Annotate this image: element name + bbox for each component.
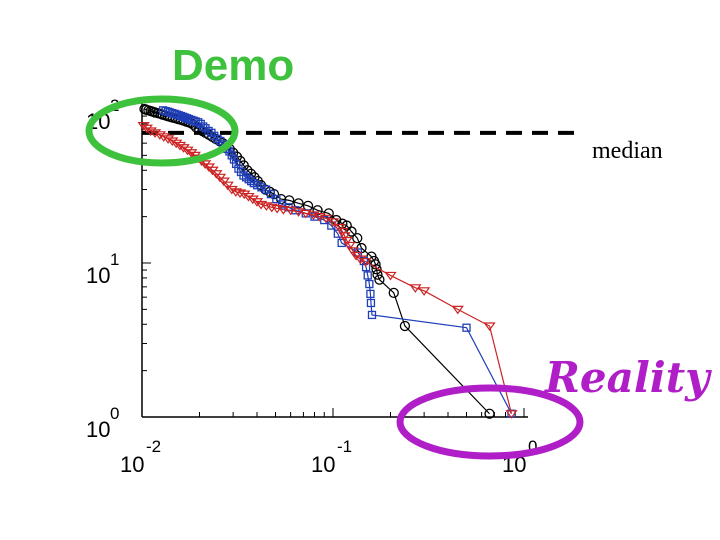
- data-point: [346, 226, 357, 237]
- data-point: [299, 209, 312, 219]
- data-point: [272, 194, 281, 204]
- median-label: median: [592, 138, 663, 164]
- reality-annotation: Reality: [544, 353, 712, 402]
- data-point: [266, 189, 276, 199]
- y-tick-label: 10: [86, 417, 110, 442]
- data-point: [409, 284, 422, 293]
- data-point: [338, 232, 351, 241]
- data-point: [365, 279, 374, 289]
- reality-highlight-ellipse: [396, 384, 584, 460]
- data-point: [388, 287, 399, 298]
- data-point: [173, 141, 187, 151]
- demo-highlight-ellipse: [85, 95, 239, 167]
- x-tick-exponent: -2: [146, 437, 161, 456]
- data-point: [277, 206, 290, 215]
- y-tick-exponent: 0: [110, 404, 119, 423]
- x-tick-exponent: -1: [337, 437, 352, 456]
- data-point: [278, 200, 287, 209]
- data-point: [166, 137, 179, 147]
- data-point: [250, 198, 264, 207]
- axes: [141, 99, 528, 418]
- data-point: [340, 236, 353, 246]
- x-tick-exponent: 0: [528, 437, 537, 456]
- data-point: [366, 298, 376, 308]
- data-point: [374, 274, 385, 285]
- data-point: [284, 206, 297, 216]
- data-point: [246, 195, 259, 205]
- data-point: [242, 192, 255, 202]
- data-point: [144, 127, 157, 137]
- data-point: [196, 119, 205, 129]
- data-point: [363, 271, 372, 280]
- data-point: [268, 188, 280, 200]
- data-point: [361, 262, 371, 272]
- data-point: [336, 227, 349, 237]
- x-tick-label: 10: [120, 452, 144, 477]
- data-point: [233, 189, 247, 198]
- data-point: [483, 322, 496, 332]
- series-triangle: [137, 122, 518, 419]
- demo-annotation: Demo: [172, 41, 294, 90]
- series-line: [143, 125, 513, 414]
- data-point: [417, 287, 431, 296]
- data-point: [346, 247, 359, 256]
- data-point: [172, 110, 181, 119]
- data-point: [343, 241, 356, 251]
- y-tick-label: 10: [86, 263, 110, 288]
- data-point: [384, 271, 397, 281]
- data-point: [253, 181, 262, 190]
- data-point: [161, 135, 175, 144]
- data-point: [352, 232, 363, 244]
- series-group: [137, 103, 518, 419]
- axis-ticks: [141, 115, 525, 418]
- series-square: [158, 106, 516, 418]
- data-point: [505, 410, 518, 419]
- data-point: [191, 117, 200, 126]
- data-point: [170, 139, 183, 149]
- data-point: [157, 133, 170, 142]
- data-point: [451, 305, 464, 315]
- data-point: [462, 323, 471, 332]
- data-point: [148, 129, 162, 138]
- data-point: [137, 122, 150, 131]
- data-point: [140, 124, 153, 134]
- data-point: [194, 118, 203, 127]
- data-point: [484, 408, 495, 419]
- data-point: [229, 188, 243, 197]
- data-point: [359, 258, 372, 267]
- data-point: [257, 183, 266, 192]
- data-point: [326, 218, 340, 227]
- y-tick-exponent: 1: [110, 250, 119, 269]
- data-point: [181, 146, 194, 156]
- data-point: [371, 264, 382, 275]
- x-tick-label: 10: [311, 452, 335, 477]
- data-point: [399, 320, 411, 332]
- data-point: [372, 269, 383, 280]
- data-point: [231, 159, 241, 169]
- data-point: [366, 289, 375, 299]
- series-circle: [139, 103, 495, 419]
- data-point: [292, 208, 305, 217]
- data-point: [198, 122, 208, 131]
- data-point: [229, 155, 239, 164]
- data-point: [221, 181, 234, 191]
- data-point: [177, 144, 190, 153]
- data-point: [185, 149, 198, 158]
- data-point: [354, 255, 367, 265]
- data-point: [367, 310, 377, 320]
- data-point: [225, 185, 238, 195]
- data-point: [238, 190, 251, 200]
- data-point: [261, 185, 271, 194]
